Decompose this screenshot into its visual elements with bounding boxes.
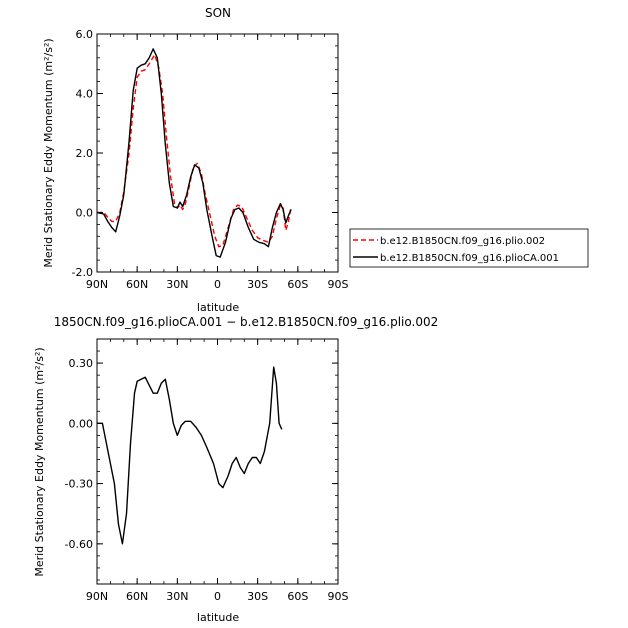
bottom-y-tick-label: -0.30	[65, 478, 93, 491]
bottom-plot-frame	[96, 338, 339, 585]
bottom-x-axis-label: latitude	[197, 611, 239, 624]
bottom-x-tick-label: 60N	[126, 590, 148, 603]
top-y-tick-label: -2.0	[72, 266, 93, 279]
bottom-title: 1850CN.f09_g16.plioCA.001 − b.e12.B1850C…	[54, 315, 438, 329]
bottom-x-tick-label: 90N	[86, 590, 108, 603]
top-y-axis-label: Merid Stationary Eddy Momentum (m²/s²)	[42, 38, 55, 267]
top-plot-frame	[96, 33, 339, 273]
top-x-tick-label: 60S	[287, 278, 308, 291]
top-title: SON	[205, 6, 231, 20]
legend-box	[349, 228, 589, 268]
top-x-tick-label: 30S	[247, 278, 268, 291]
top-x-tick-label: 0	[214, 278, 221, 291]
top-y-tick-label: 6.0	[76, 28, 94, 41]
top-x-tick-label: 90N	[86, 278, 108, 291]
top-y-tick-label: 2.0	[76, 147, 94, 160]
top-panel: SON 90N 60N 30N 0 30S 60S 90S6.04.02.00.0-2.0 …	[42, 6, 349, 314]
top-x-tick-label: 90S	[328, 278, 349, 291]
top-x-tick-label: 30N	[166, 278, 188, 291]
bottom-x-tick-label: 90S	[328, 590, 349, 603]
bottom-x-tick-label: 0	[214, 590, 221, 603]
bottom-panel: 1850CN.f09_g16.plioCA.001 − b.e12.B1850C…	[33, 315, 438, 624]
top-x-axis-label: latitude	[197, 301, 239, 314]
bottom-x-tick-label: 30N	[166, 590, 188, 603]
bottom-series-line-0	[97, 366, 283, 545]
top-y-tick-label: 0.0	[76, 207, 94, 220]
legend-label-plio: b.e12.B1850CN.f09_g16.plio.002	[380, 236, 545, 247]
top-series-line-0	[97, 54, 292, 248]
legend: b.e12.B1850CN.f09_g16.plio.002 b.e12.B18…	[349, 228, 589, 268]
bottom-y-tick-label: 0.30	[69, 357, 94, 370]
bottom-x-tick-label: 30S	[247, 590, 268, 603]
bottom-x-tick-label: 60S	[287, 590, 308, 603]
top-series-line-1	[97, 48, 292, 258]
top-x-tick-label: 60N	[126, 278, 148, 291]
bottom-y-tick-label: 0.00	[69, 417, 94, 430]
bottom-y-axis-label: Merid Stationary Eddy Momentum (m²/s²)	[33, 347, 46, 576]
top-y-tick-label: 4.0	[76, 88, 94, 101]
bottom-y-tick-label: -0.60	[65, 538, 93, 551]
legend-label-plioca: b.e12.B1850CN.f09_g16.plioCA.001	[380, 253, 559, 264]
